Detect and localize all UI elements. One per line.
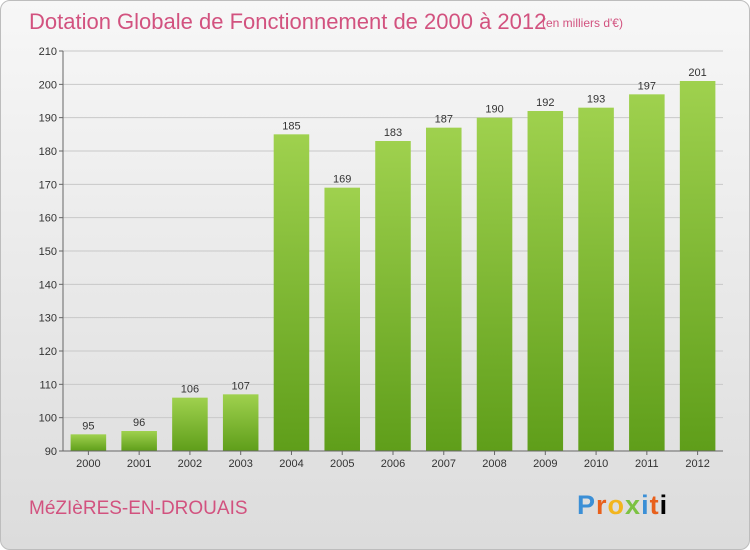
y-tick-label: 100 [39,413,57,425]
bar [375,141,411,451]
bar-value-label: 193 [587,94,605,106]
logo-letter: o [607,490,626,520]
bar-value-label: 190 [485,104,503,116]
chart-unit: (en milliers d'€) [542,16,623,30]
logo-letter: r [596,490,608,520]
x-tick-label: 2000 [76,458,100,470]
bar-value-label: 183 [384,127,402,139]
y-tick-label: 140 [39,279,57,291]
x-tick-label: 2003 [228,458,252,470]
x-tick-label: 2010 [584,458,608,470]
bar-value-label: 169 [333,174,351,186]
bar [426,127,462,452]
bar-value-label: 192 [536,97,554,109]
x-tick-label: 2005 [330,458,354,470]
y-tick-label: 110 [39,379,57,391]
y-tick-label: 210 [39,46,57,58]
x-tick-label: 2007 [432,458,456,470]
bar [629,94,665,451]
bar-value-label: 95 [82,420,94,432]
bar-value-label: 106 [181,384,199,396]
bar [222,394,259,451]
y-tick-label: 160 [39,213,57,225]
bar-value-label: 107 [232,380,250,392]
bar [121,431,157,451]
bar-value-label: 187 [435,114,453,126]
y-tick-label: 90 [45,446,57,458]
bar [679,81,716,451]
bar-value-label: 96 [133,417,145,429]
y-tick-label: 150 [39,246,57,258]
x-tick-label: 2008 [482,458,506,470]
proxiti-logo[interactable]: Proxiti [577,490,668,521]
bar-value-label: 185 [282,120,300,132]
bar [578,107,614,452]
bar-value-label: 197 [638,80,656,92]
logo-letter: i [659,490,669,520]
x-tick-label: 2011 [635,458,659,470]
bar [476,117,513,452]
x-tick-label: 2006 [381,458,405,470]
bar [324,187,360,451]
y-tick-label: 190 [39,113,57,125]
x-tick-label: 2002 [178,458,202,470]
commune-name: MéZIèRES-EN-DROUAIS [29,498,248,519]
bar-value-label: 201 [688,67,706,79]
y-tick-label: 200 [39,79,57,91]
chart-title: Dotation Globale de Fonctionnement de 20… [29,9,547,34]
bar [273,134,310,452]
x-tick-label: 2012 [685,458,709,470]
x-tick-label: 2009 [533,458,557,470]
x-tick-label: 2001 [127,458,151,470]
x-tick-label: 2004 [279,458,303,470]
bar [70,434,107,451]
y-tick-label: 180 [39,146,57,158]
y-tick-label: 170 [39,179,57,191]
logo-letter: P [577,490,597,520]
bar [172,397,208,451]
bar [527,111,564,451]
y-tick-label: 130 [39,313,57,325]
logo-letter: t [649,490,660,520]
y-tick-label: 120 [39,346,57,358]
logo-letter: i [641,490,650,520]
logo-letter: x [625,490,642,520]
